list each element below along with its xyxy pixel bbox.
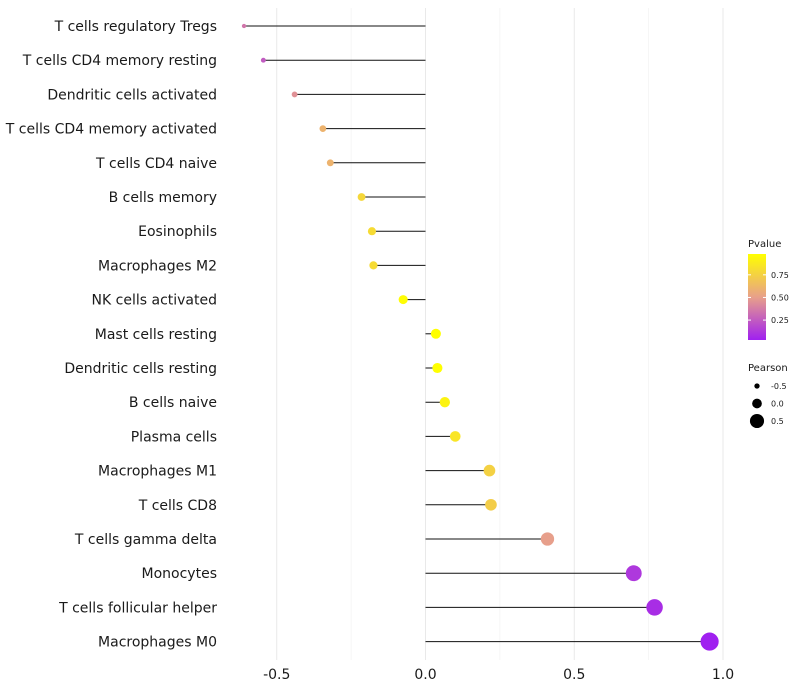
- legend-size-label: 0.0: [771, 400, 784, 409]
- y-axis-label: T cells follicular helper: [58, 600, 217, 616]
- data-point: [398, 295, 408, 305]
- legend-size-dot: [754, 383, 760, 389]
- y-axis-label: Dendritic cells activated: [47, 87, 217, 103]
- data-point: [367, 227, 377, 236]
- legend: Pvalue 0.25 0.50 0.75 Pearson -0.5 0.0 0.5: [748, 239, 789, 429]
- data-point: [432, 362, 443, 374]
- data-point: [540, 532, 555, 546]
- data-point: [439, 397, 450, 408]
- y-axis-label: B cells naive: [129, 395, 217, 411]
- y-axis-label: T cells CD8: [138, 498, 217, 514]
- x-tick-label: 1.0: [712, 667, 734, 683]
- data-point: [625, 565, 642, 582]
- data-point: [291, 91, 298, 98]
- data-point: [485, 498, 497, 511]
- y-axis-label: NK cells activated: [92, 293, 217, 309]
- data-point: [483, 464, 496, 477]
- y-axis-label: T cells regulatory Tregs: [54, 19, 217, 35]
- x-tick-label: 0.5: [563, 667, 585, 683]
- legend-pearson-title: Pearson: [748, 363, 788, 374]
- legend-size-dot: [749, 413, 765, 429]
- data-point: [241, 23, 247, 29]
- legend-size-label: -0.5: [771, 382, 787, 391]
- x-tick-label: -0.5: [263, 667, 290, 683]
- points: [241, 23, 719, 651]
- data-point: [319, 125, 327, 132]
- data-point: [430, 328, 441, 339]
- colorbar-tick-label: 0.50: [771, 293, 789, 302]
- y-axis-label: Macrophages M1: [98, 464, 217, 480]
- y-axis-label: B cells memory: [109, 190, 217, 206]
- y-axis-label: Mast cells resting: [95, 327, 217, 343]
- y-axis-label: T cells CD4 memory resting: [22, 53, 217, 69]
- grid-lines: [276, 8, 724, 660]
- data-point: [357, 193, 366, 201]
- stems: [244, 25, 710, 643]
- y-axis-labels: T cells regulatory Tregs T cells CD4 memo…: [5, 19, 217, 651]
- y-axis-label: T cells CD4 memory activated: [5, 122, 217, 138]
- y-axis-label: Eosinophils: [138, 224, 217, 240]
- y-axis-label: T cells CD4 naive: [95, 156, 217, 172]
- data-point: [646, 599, 663, 616]
- data-point: [326, 159, 334, 167]
- legend-pvalue-ticks: 0.25 0.50 0.75: [748, 271, 789, 325]
- y-axis-label: Monocytes: [142, 566, 217, 582]
- y-axis-label: Macrophages M0: [98, 635, 217, 651]
- colorbar-tick-label: 0.25: [771, 316, 789, 325]
- legend-pvalue-title: Pvalue: [748, 239, 781, 250]
- x-axis-ticks: -0.5 0.0 0.5 1.0: [263, 667, 734, 683]
- y-axis-label: Dendritic cells resting: [64, 361, 217, 377]
- legend-pvalue-colorbar: [748, 254, 766, 340]
- y-axis-label: T cells gamma delta: [74, 532, 217, 548]
- data-point: [449, 431, 461, 442]
- legend-pearson-items: -0.5 0.0 0.5: [749, 382, 787, 429]
- data-point: [260, 57, 266, 63]
- data-point: [700, 632, 719, 651]
- y-axis-label: Macrophages M2: [98, 258, 217, 274]
- x-tick-label: 0.0: [414, 667, 436, 683]
- legend-size-label: 0.5: [771, 417, 784, 426]
- data-point: [369, 261, 378, 270]
- legend-size-dot: [752, 398, 762, 409]
- colorbar-tick-label: 0.75: [771, 271, 789, 280]
- y-axis-label: Plasma cells: [131, 429, 217, 445]
